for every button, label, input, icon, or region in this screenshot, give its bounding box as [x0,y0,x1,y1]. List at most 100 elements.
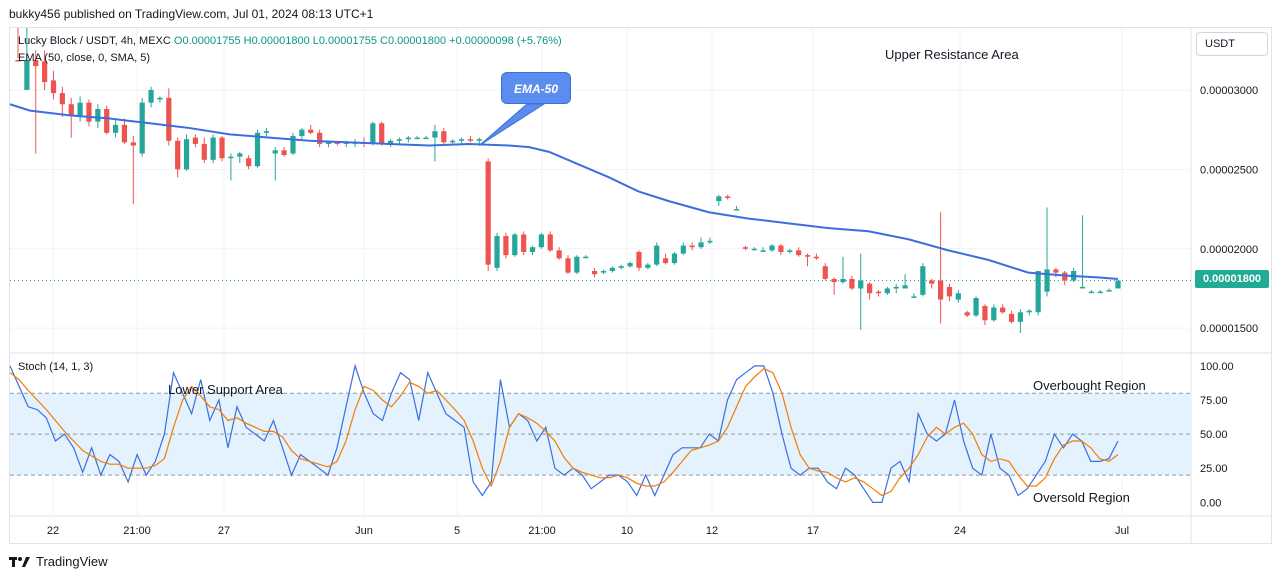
candle-body [893,286,899,289]
candle-body [1026,310,1032,313]
symbol-name: Lucky Block / USDT, 4h, MEXC [18,35,171,47]
candle [884,286,890,295]
candle [671,251,678,265]
candle-body [867,283,873,294]
candle [467,136,474,143]
candle-body [104,109,110,133]
time-tick-label: 21:00 [123,525,151,537]
candle-body [937,280,944,300]
candle [1008,310,1015,324]
candle [121,118,128,144]
candle [973,296,979,318]
candle [1017,309,1024,333]
ema-layer [9,103,1119,280]
candle [751,247,757,251]
oversold-label: Oversold Region [1033,490,1130,505]
candle-body [645,264,651,268]
candle [59,86,65,117]
candle-body [875,291,882,294]
candle-body [157,97,163,100]
candle-body [387,140,394,144]
candle-body [15,60,21,62]
candle-body [423,137,429,140]
time-tick-label: Jul [1115,525,1129,537]
candle [982,304,988,325]
candle [414,136,420,140]
candle [175,137,181,178]
candle [538,232,544,249]
candle-body [1044,269,1050,292]
price-tick-label: 0.00002000 [1200,244,1258,256]
time-tick-label: 21:00 [528,525,556,537]
candle [476,137,482,144]
candle [645,263,651,270]
candle-body [547,234,553,251]
symbol-legend: Lucky Block / USDT, 4h, MEXC O0.00001755… [18,35,562,47]
chart-frame [9,27,1272,544]
candle-body [716,196,722,202]
candle-body [166,97,172,141]
candle-body [1017,312,1024,322]
candle-body [432,131,438,138]
candle [112,120,119,138]
candle-body [299,129,305,136]
candle [77,96,83,122]
candle [24,28,30,90]
candle-body [565,258,571,273]
candle [964,310,970,318]
candle-body [148,89,154,103]
candle [725,194,731,200]
candle-body [441,131,447,143]
candle [1044,207,1050,297]
candle-body [884,288,890,294]
candle [600,269,607,275]
candle-body [955,293,961,300]
candle-body [592,271,598,275]
candle [769,244,775,252]
candle-body [95,109,101,122]
candle-body [521,234,527,252]
candle [33,50,39,154]
candle-body [192,137,199,144]
candle [379,121,385,146]
currency-button[interactable]: USDT [1196,32,1268,56]
candle [556,247,562,260]
candle [423,136,429,140]
candle [201,137,207,163]
candle-body [405,137,411,140]
candle-body [1000,307,1006,313]
candle-body [627,263,633,267]
candle [893,283,899,294]
candle [104,105,110,135]
candle-body [796,250,802,256]
candle-body [77,102,83,116]
candle-body [476,139,482,141]
candle [521,231,527,256]
candle [503,232,509,259]
candle [662,253,669,265]
candle [139,97,145,157]
candle-body [458,139,465,141]
candle-body [662,258,669,264]
candle-body [671,253,678,264]
ema-callout-pointer [478,103,546,146]
candle [15,28,21,62]
candle-body [308,129,314,133]
candle-body [804,255,811,257]
candle-body [68,104,74,116]
candle [742,245,749,251]
candle [840,256,846,284]
candle [991,304,997,322]
candle [68,97,74,138]
candle [858,253,864,330]
candle [458,137,465,144]
candle [618,264,624,270]
candle [317,129,323,148]
candle-body [450,140,456,143]
candle [529,245,536,256]
price-tick-label: 0.00002500 [1200,164,1258,176]
candle-body [1115,280,1121,289]
candle [946,283,953,302]
candle [867,282,873,300]
